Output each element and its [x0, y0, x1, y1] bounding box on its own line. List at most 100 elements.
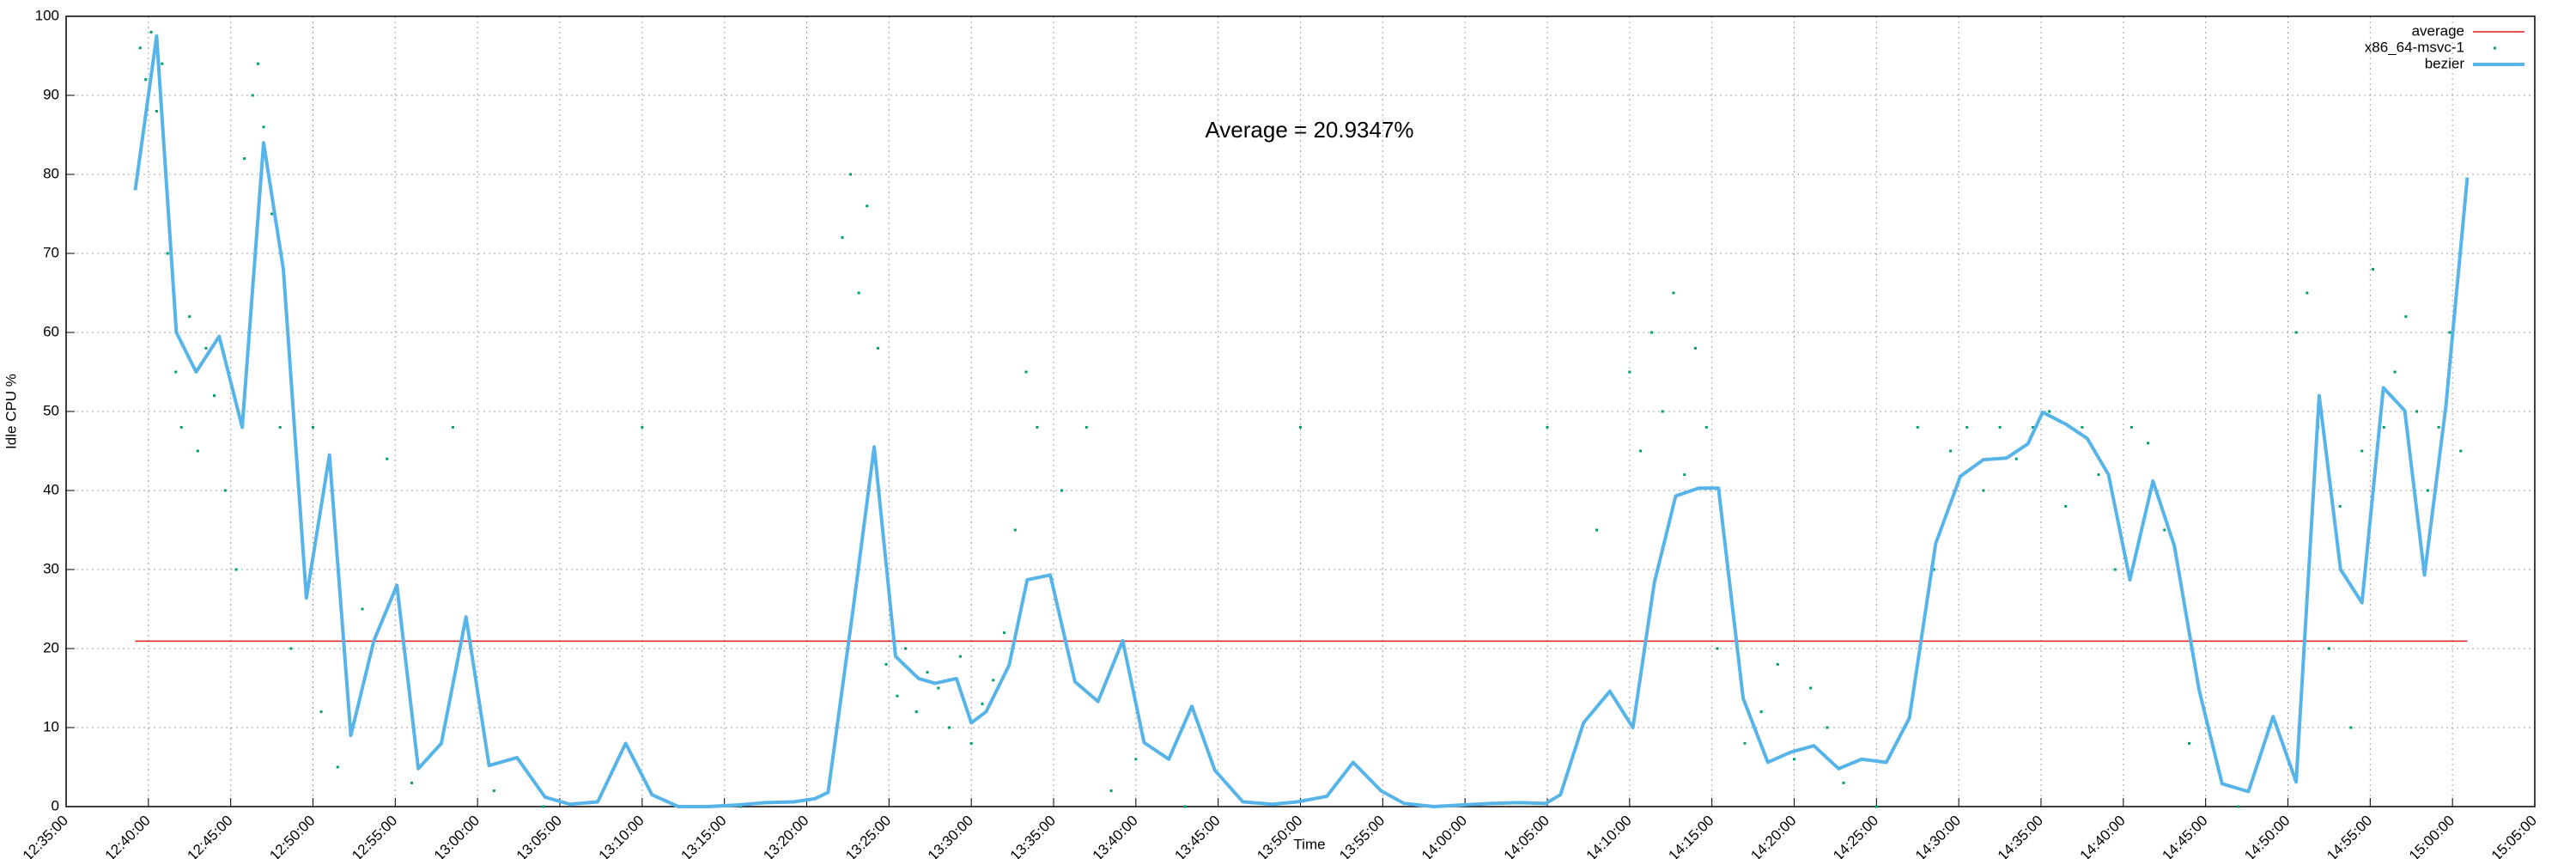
- data-point: [213, 394, 216, 398]
- data-point: [981, 702, 984, 705]
- data-point: [1759, 710, 1763, 714]
- data-point: [2426, 489, 2429, 492]
- data-point: [2129, 425, 2133, 429]
- data-point: [1546, 425, 1549, 429]
- data-point: [2294, 331, 2298, 334]
- data-point: [2031, 425, 2034, 429]
- data-point: [138, 46, 142, 50]
- data-point: [948, 726, 951, 729]
- data-point: [958, 655, 962, 658]
- data-point: [1661, 410, 1664, 413]
- data-point: [1672, 291, 1675, 295]
- data-point: [2064, 504, 2068, 508]
- x-tick-label: 13:35:00: [1007, 813, 1059, 859]
- data-point: [1809, 686, 1813, 690]
- data-point: [1743, 741, 1747, 745]
- data-point: [161, 62, 164, 65]
- y-tick-label: 90: [43, 86, 59, 102]
- x-tick-label: 14:35:00: [1995, 813, 2046, 859]
- x-tick-label: 13:30:00: [925, 813, 976, 859]
- legend-label: average: [2412, 22, 2464, 39]
- data-point: [969, 741, 973, 745]
- x-tick-label: 14:05:00: [1501, 813, 1552, 859]
- data-point: [1932, 568, 1935, 571]
- x-tick-label: 15:05:00: [2488, 813, 2540, 859]
- x-tick-label: 12:55:00: [349, 813, 400, 859]
- data-point: [866, 204, 869, 208]
- data-point: [1842, 781, 1845, 784]
- data-point: [204, 346, 208, 350]
- data-point: [992, 679, 995, 682]
- data-point: [2338, 504, 2342, 508]
- data-point: [1109, 789, 1113, 793]
- data-point: [2437, 425, 2440, 429]
- x-tick-label: 14:50:00: [2241, 813, 2293, 859]
- data-point: [2048, 410, 2051, 413]
- data-point: [841, 236, 844, 240]
- x-tick-label: 14:00:00: [1419, 813, 1470, 859]
- data-point: [188, 315, 191, 319]
- data-point: [2014, 457, 2018, 460]
- data-point: [1299, 425, 1302, 429]
- data-point: [739, 805, 743, 808]
- data-point: [166, 252, 169, 255]
- data-point: [1036, 425, 1039, 429]
- data-point: [1628, 370, 1631, 374]
- data-point: [1134, 758, 1138, 761]
- y-tick-label: 10: [43, 718, 59, 734]
- y-tick-label: 0: [52, 797, 59, 813]
- data-point: [336, 765, 339, 769]
- data-point: [451, 425, 454, 429]
- x-tick-label: 12:35:00: [20, 813, 71, 859]
- data-point: [896, 694, 899, 698]
- data-point: [904, 647, 907, 650]
- x-tick-label: 12:45:00: [184, 813, 235, 859]
- x-tick-label: 15:00:00: [2406, 813, 2458, 859]
- data-point: [2306, 291, 2309, 295]
- data-point: [1716, 647, 1719, 650]
- data-point: [257, 62, 260, 65]
- data-point: [2404, 315, 2408, 319]
- data-point: [2459, 449, 2463, 453]
- data-point: [1013, 528, 1017, 532]
- data-point: [2360, 449, 2364, 453]
- y-tick-label: 70: [43, 244, 59, 260]
- legend-label: x86_64-msvc-1: [2365, 39, 2464, 55]
- x-tick-label: 13:25:00: [842, 813, 894, 859]
- data-point: [857, 291, 860, 295]
- data-point: [243, 157, 246, 161]
- data-point: [492, 789, 495, 793]
- x-tick-label: 12:50:00: [266, 813, 318, 859]
- y-tick-label: 50: [43, 402, 59, 418]
- y-axis-label: Idle CPU %: [3, 374, 19, 449]
- x-tick-label: 13:45:00: [1171, 813, 1223, 859]
- data-point: [849, 173, 853, 176]
- x-tick-label: 14:40:00: [2077, 813, 2129, 859]
- data-point: [1949, 449, 1953, 453]
- data-point: [1874, 805, 1878, 808]
- data-point: [2327, 647, 2330, 650]
- data-point: [270, 212, 274, 216]
- data-point: [262, 125, 265, 129]
- data-point: [1595, 528, 1598, 532]
- y-tick-label: 40: [43, 481, 59, 497]
- data-point: [1793, 758, 1795, 761]
- data-point: [361, 607, 364, 611]
- data-point: [2448, 331, 2451, 334]
- series-line: [133, 34, 2470, 808]
- data-point: [278, 425, 282, 429]
- data-point: [877, 346, 880, 350]
- data-point: [251, 94, 254, 97]
- y-tick-label: 80: [43, 165, 59, 181]
- y-tick-label: 60: [43, 323, 59, 339]
- x-tick-label: 14:45:00: [2159, 813, 2210, 859]
- x-tick-label: 12:40:00: [102, 813, 154, 859]
- data-point: [2393, 370, 2397, 374]
- data-point: [386, 457, 389, 460]
- legend-label: bezier: [2425, 55, 2465, 71]
- data-point: [234, 568, 238, 571]
- data-point: [319, 710, 323, 714]
- data-point: [2372, 267, 2375, 271]
- data-point: [2097, 473, 2100, 477]
